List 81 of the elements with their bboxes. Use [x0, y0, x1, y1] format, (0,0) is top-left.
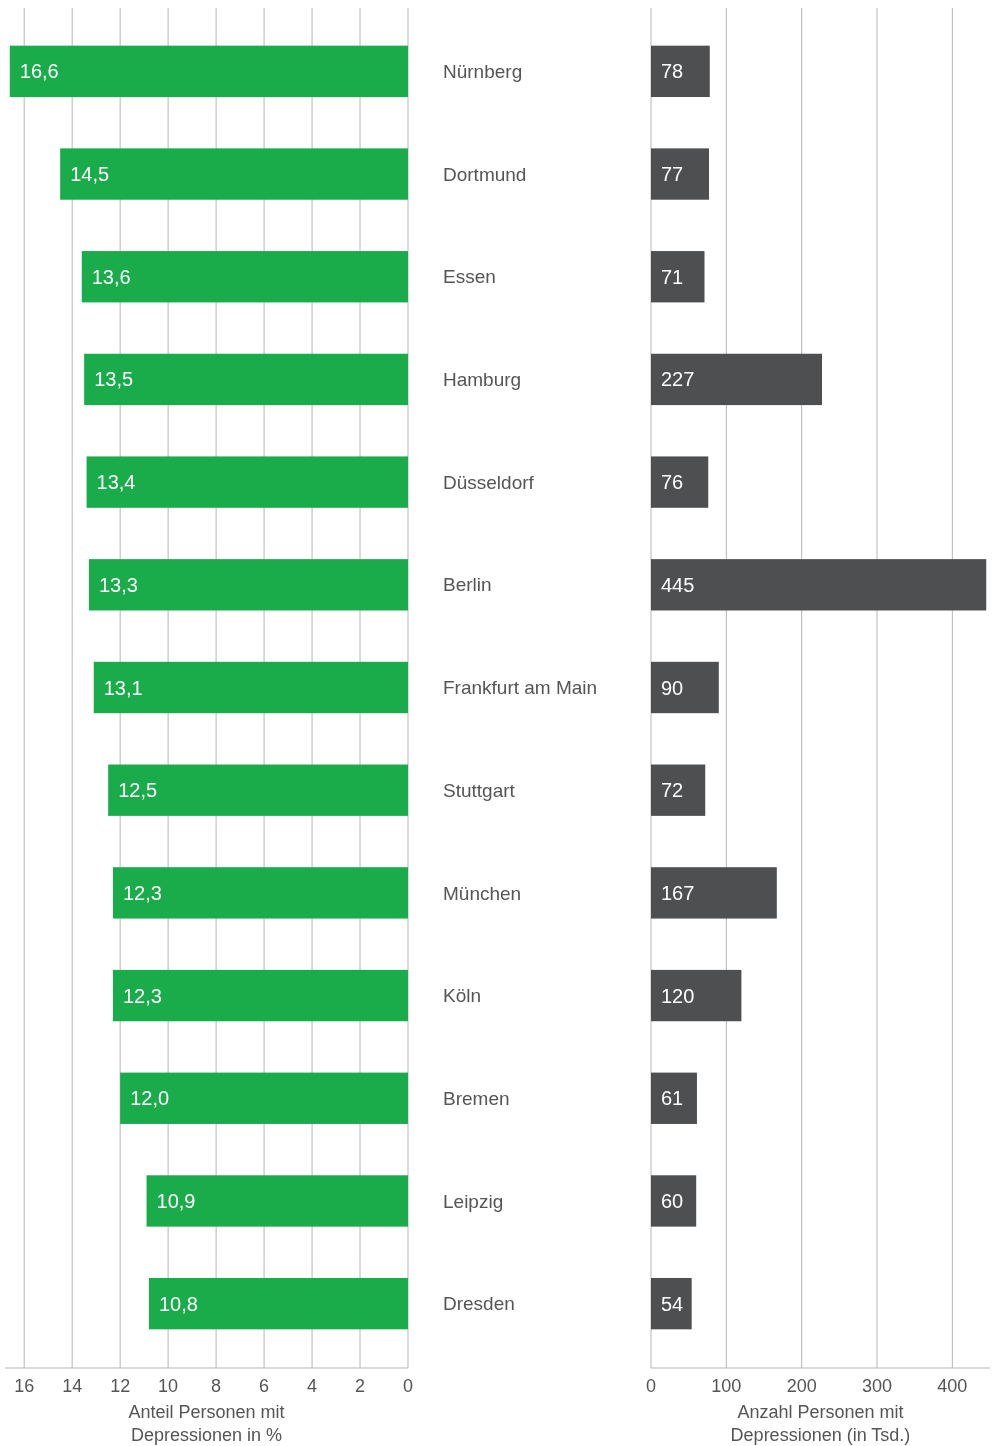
data-label: 13,1 — [103, 676, 143, 699]
data-label: 60 — [661, 1189, 684, 1212]
bar — [651, 661, 719, 714]
y-tick-label: Dresden — [443, 1293, 515, 1315]
x-axis-title: Anteil Personen mit Depressionen in % — [128, 1402, 285, 1445]
bar — [651, 1277, 692, 1330]
x-tick-label: 4 — [307, 1376, 318, 1396]
data-label: 71 — [661, 265, 684, 288]
bar — [651, 353, 823, 406]
y-tick-label: Dortmund — [443, 163, 527, 185]
data-label: 10,9 — [156, 1189, 196, 1212]
x-tick-label: 10 — [158, 1376, 179, 1396]
data-label: 13,3 — [98, 573, 138, 596]
data-label: 61 — [661, 1087, 684, 1110]
bar — [651, 559, 987, 611]
bar — [651, 456, 709, 508]
bar — [112, 969, 408, 1022]
y-tick-label: München — [443, 882, 522, 904]
data-label: 13,5 — [94, 368, 134, 391]
bar — [651, 867, 777, 919]
data-label: 16,6 — [19, 60, 59, 83]
bar — [651, 1175, 697, 1227]
x-tick-label: 14 — [62, 1376, 83, 1396]
bar — [146, 1175, 408, 1227]
data-label: 90 — [661, 676, 684, 699]
x-tick-label: 8 — [211, 1376, 222, 1396]
bar — [112, 867, 408, 919]
y-tick-label: Hamburg — [443, 369, 522, 391]
data-label: 13,4 — [96, 471, 136, 494]
data-label: 12,3 — [122, 984, 162, 1007]
bar — [84, 353, 408, 406]
bar — [651, 251, 705, 303]
bar — [81, 251, 408, 303]
data-label: 54 — [661, 1292, 684, 1315]
y-tick-label: Düsseldorf — [443, 471, 535, 493]
x-tick-label: 0 — [645, 1376, 657, 1396]
x-tick-label: 100 — [711, 1376, 742, 1396]
bar — [9, 45, 408, 98]
data-label: 78 — [661, 60, 684, 83]
y-tick-label: Leipzig — [443, 1190, 504, 1212]
data-label: 12,0 — [130, 1087, 170, 1110]
x-tick-label: 200 — [786, 1376, 817, 1396]
data-label: 76 — [661, 471, 684, 494]
data-label: 14,5 — [70, 163, 110, 186]
x-tick-label: 300 — [861, 1376, 893, 1396]
data-label: 77 — [661, 163, 684, 186]
x-tick-label: 6 — [259, 1376, 270, 1396]
x-tick-label: 0 — [402, 1376, 414, 1396]
y-tick-label: Frankfurt am Main — [443, 677, 598, 699]
data-label: 120 — [661, 984, 695, 1007]
bar — [148, 1277, 408, 1330]
bar — [651, 1072, 697, 1124]
bar — [108, 764, 408, 816]
bar — [88, 559, 408, 611]
y-tick-label: Stuttgart — [443, 779, 516, 801]
data-label: 445 — [661, 573, 695, 596]
data-label: 12,3 — [122, 881, 162, 904]
bar — [120, 1072, 408, 1124]
bar — [651, 148, 710, 200]
x-tick-label: 12 — [110, 1376, 131, 1396]
bar — [86, 456, 408, 508]
y-tick-label: Bremen — [443, 1087, 510, 1109]
data-label: 227 — [661, 368, 695, 391]
x-axis-title: Anzahl Personen mit Depressionen (in Tsd.) — [730, 1402, 911, 1445]
bar — [651, 45, 710, 98]
bar — [651, 969, 742, 1022]
y-tick-label: Essen — [443, 266, 496, 288]
bar — [60, 148, 408, 200]
y-tick-label: Nürnberg — [443, 61, 523, 82]
bar — [651, 764, 706, 816]
x-tick-label: 2 — [355, 1376, 366, 1396]
x-tick-label: 400 — [937, 1376, 968, 1396]
data-label: 12,5 — [118, 779, 158, 802]
y-tick-label: Berlin — [443, 574, 492, 596]
x-tick-label: 16 — [14, 1376, 35, 1396]
y-tick-label: Köln — [443, 985, 482, 1007]
bar — [93, 661, 408, 714]
data-label: 167 — [661, 881, 695, 904]
data-label: 13,6 — [91, 265, 131, 288]
data-label: 10,8 — [158, 1292, 198, 1315]
data-label: 72 — [661, 779, 684, 802]
